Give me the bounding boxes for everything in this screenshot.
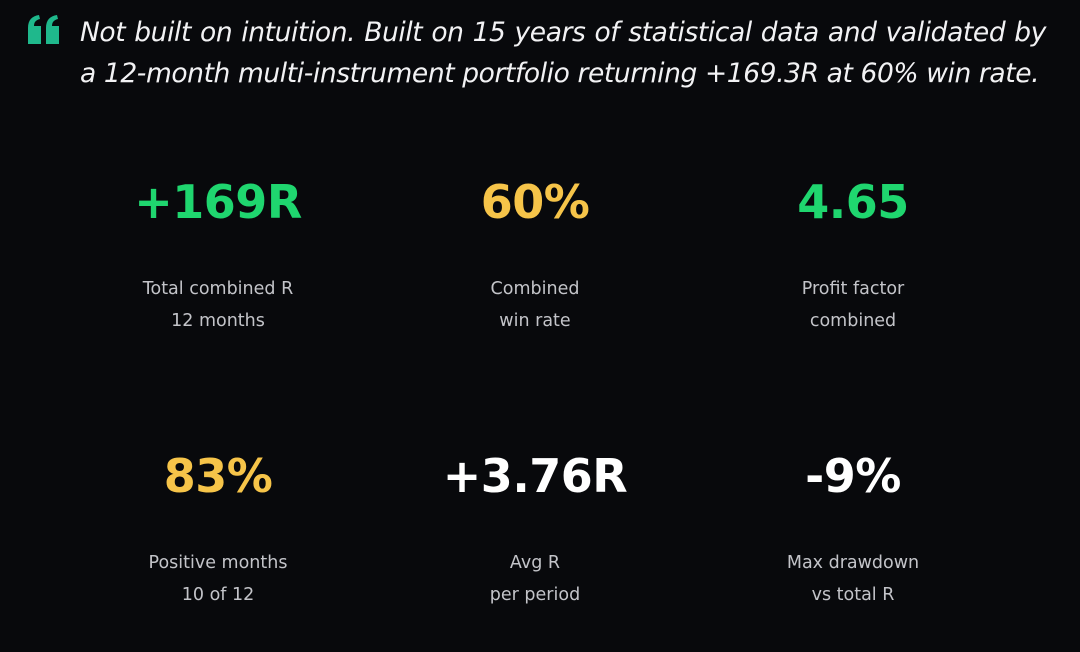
stat-sublabel: vs total R	[811, 585, 895, 605]
stat-sublabel: per period	[489, 585, 581, 605]
stat-label: Avg R	[509, 553, 561, 573]
stat-label: Positive months	[148, 553, 288, 573]
stat-combined-win-rate: 60% Combined win rate	[375, 174, 695, 337]
stat-positive-months: 83% Positive months 10 of 12	[58, 448, 378, 611]
stat-value: +3.76R	[442, 449, 628, 503]
stat-sublabel: combined	[809, 311, 897, 331]
stat-avg-r: +3.76R Avg R per period	[375, 448, 695, 611]
stat-value: 4.65	[797, 175, 909, 229]
stat-sublabel: win rate	[499, 311, 571, 331]
stat-label: Combined	[490, 279, 580, 299]
stat-max-drawdown: -9% Max drawdown vs total R	[693, 448, 1013, 611]
stat-profit-factor: 4.65 Profit factor combined	[693, 174, 1013, 337]
stat-value: 60%	[480, 175, 590, 229]
stat-value: -9%	[805, 449, 901, 503]
stat-sublabel: 10 of 12	[181, 585, 255, 605]
quote-text: Not built on intuition. Built on 15 year…	[80, 17, 1046, 89]
stat-label: Total combined R	[142, 279, 294, 299]
stat-value: +169R	[134, 175, 302, 229]
quote-icon	[28, 15, 59, 44]
stat-sublabel: 12 months	[171, 311, 265, 331]
stat-label: Profit factor	[801, 279, 905, 299]
stat-value: 83%	[163, 449, 273, 503]
stat-label: Max drawdown	[786, 553, 920, 573]
stat-total-combined-r: +169R Total combined R 12 months	[58, 174, 378, 337]
